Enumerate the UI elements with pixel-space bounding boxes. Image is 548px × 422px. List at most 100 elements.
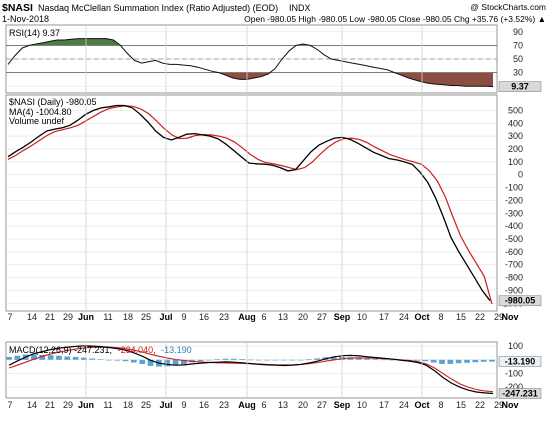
- x-tick-label: Jul: [159, 312, 172, 322]
- x-tick-label: 17: [379, 400, 389, 410]
- macd-legend: MACD(12,26,9) -247.231, -234.040, -13.19…: [9, 345, 192, 355]
- x-tick-label: 23: [219, 400, 229, 410]
- price-tick-label: -800: [505, 273, 523, 283]
- x-tick-label: Sep: [334, 312, 351, 322]
- x-tick-label: 14: [27, 400, 37, 410]
- macd-histogram-bar: [422, 359, 429, 362]
- x-tick-label: 10: [357, 312, 367, 322]
- macd-histogram-bar: [39, 355, 46, 360]
- macd-histogram-bar: [455, 359, 462, 364]
- x-tick-label: 6: [261, 400, 266, 410]
- price-tick-label: 200: [508, 144, 523, 154]
- chart-exchange: INDX: [289, 3, 311, 13]
- macd-histogram-bar: [81, 357, 87, 360]
- x-tick-label: Nov: [501, 400, 518, 410]
- macd-histogram-bar: [447, 359, 454, 364]
- x-tick-label: 25: [141, 312, 151, 322]
- rsi-value-label-box: [498, 81, 542, 92]
- macd-histogram-bar: [164, 359, 171, 367]
- x-tick-label: 22: [475, 312, 485, 322]
- macd-value-label: -247.231: [502, 389, 538, 399]
- macd-histogram-bar: [472, 359, 479, 363]
- x-tick-label: 29: [494, 312, 504, 322]
- x-axis: 7 7 14 14 21 21 29 29 Jun Jun 11 11 18 18 25 25 Jul Jul 9 9…: [7, 25, 519, 410]
- x-tick-label: Aug: [238, 312, 256, 322]
- x-tick-label: 16: [199, 312, 209, 322]
- x-tick-label: 25: [141, 400, 151, 410]
- chart-date: 1-Nov-2018: [2, 14, 49, 24]
- price-tick-label: -600: [505, 247, 523, 257]
- macd-histogram-bar: [380, 359, 387, 361]
- macd-histogram-bar: [206, 359, 212, 361]
- price-tick-label: 100: [508, 157, 523, 167]
- macd-histogram-bar: [247, 359, 254, 361]
- macd-histogram-bar: [297, 359, 304, 361]
- x-tick-label: 16: [199, 400, 209, 410]
- x-tick-label: Sep: [334, 400, 351, 410]
- macd-histogram-bar: [305, 359, 312, 360]
- macd-histogram-bar: [430, 359, 437, 363]
- x-tick-label: 13: [278, 400, 288, 410]
- x-tick-label: 18: [123, 400, 133, 410]
- macd-histogram-bar: [56, 355, 62, 360]
- x-tick-label: 29: [63, 312, 73, 322]
- macd-histogram-bar: [439, 359, 445, 364]
- x-tick-label: 24: [399, 312, 409, 322]
- macd-histogram-bar: [264, 359, 270, 361]
- x-tick-label: 9: [181, 400, 186, 410]
- chart-symbol: $NASI: [2, 2, 33, 14]
- macd-histogram-bar: [6, 357, 12, 360]
- price-value-label: -980.05: [505, 296, 536, 306]
- x-tick-label: Jun: [78, 312, 94, 322]
- macd-value-label-box: [498, 388, 542, 399]
- macd-histogram-bar: [231, 358, 237, 360]
- rsi-line: [7, 38, 494, 88]
- price-panel: 500 400 300 200 100 0 -100 -200 -300 -400 -500 -600…: [6, 104, 542, 308]
- rsi-panel: 90705030109.37: [6, 27, 542, 92]
- macd-histogram-bar: [464, 359, 470, 363]
- macd-tick-label: -100: [505, 368, 523, 378]
- ma-line: [7, 105, 493, 305]
- rsi-oversold-fill: [8, 72, 493, 87]
- price-panel-frame: [5, 94, 498, 312]
- macd-histogram-bar: [72, 357, 79, 360]
- x-tick-label: 6: [261, 312, 266, 322]
- x-tick-label: 11: [103, 400, 112, 410]
- macd-panel-frame: [5, 341, 498, 399]
- x-tick-label: Jul: [159, 400, 172, 410]
- price-tick-label: 0: [518, 170, 523, 180]
- ma-legend: MA(4) -1004.80: [9, 107, 72, 117]
- x-tick-label: 20: [298, 400, 308, 410]
- x-tick-label: 18: [123, 312, 133, 322]
- volume-legend: Volume undef: [9, 116, 65, 126]
- price-value-label-box: [498, 295, 542, 307]
- price-tick-label: -400: [505, 221, 523, 231]
- x-tick-label: 8: [438, 312, 443, 322]
- x-tick-label: 10: [357, 400, 367, 410]
- price-tick-label: 400: [508, 118, 523, 128]
- macd-histogram-bar: [389, 359, 395, 361]
- macd-tick-label: 100: [508, 341, 523, 351]
- price-line: [7, 104, 491, 302]
- macd-histogram-value-label: -13.190: [505, 357, 536, 367]
- macd-histogram-bar: [14, 355, 21, 360]
- macd-histogram-bar: [372, 359, 379, 360]
- x-tick-label: Jun: [78, 400, 94, 410]
- macd-histogram-bar: [272, 359, 279, 361]
- macd-legend-signal: -234.040,: [118, 345, 156, 355]
- rsi-overbought-fill: [8, 38, 493, 46]
- x-tick-label: 11: [103, 312, 112, 322]
- x-tick-label: 17: [379, 312, 389, 322]
- price-tick-label: 300: [508, 131, 523, 141]
- macd-legend-main: MACD(12,26,9) -247.231,: [9, 345, 112, 355]
- macd-histogram-bar: [364, 358, 370, 360]
- macd-histogram-bar: [89, 358, 96, 360]
- x-tick-label: 8: [438, 400, 443, 410]
- x-tick-label: 27: [317, 312, 327, 322]
- macd-histogram-bar: [181, 359, 187, 365]
- macd-histogram-bar: [256, 359, 262, 361]
- x-tick-label: Nov: [501, 312, 518, 322]
- macd-histogram-bar: [222, 358, 229, 360]
- x-tick-label: 7: [7, 400, 12, 410]
